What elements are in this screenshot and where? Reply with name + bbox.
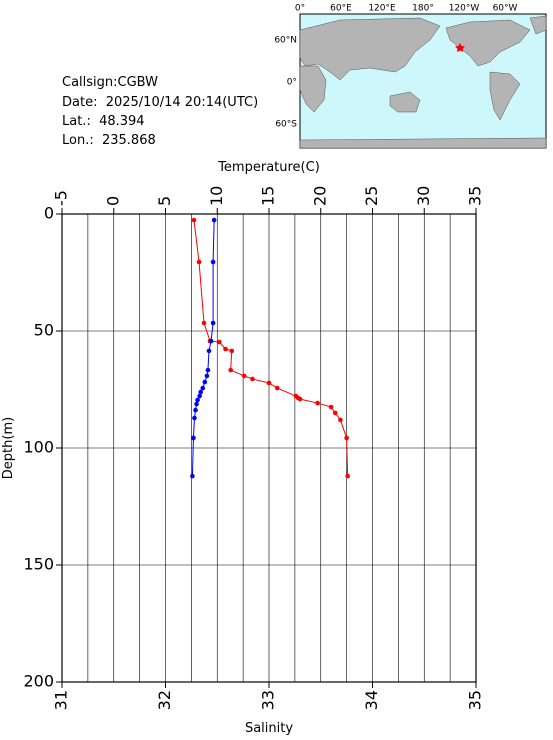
latitude: Lat.: 48.394 xyxy=(62,114,145,129)
y-tick-label: 50 xyxy=(34,321,54,340)
profile-point xyxy=(344,435,349,441)
profile-point xyxy=(315,400,320,406)
profile-point xyxy=(190,473,195,479)
x2-tick-label: 34 xyxy=(362,690,381,710)
profile-point xyxy=(206,348,212,354)
callsign: Callsign:CGBW xyxy=(62,75,158,90)
x-tick-label: 25 xyxy=(362,186,381,206)
x-tick-label: 10 xyxy=(207,186,226,206)
x-tick-label: 30 xyxy=(414,186,433,206)
profile-point xyxy=(201,320,207,326)
x-tick-label: 20 xyxy=(310,186,329,206)
profile-point xyxy=(208,338,214,344)
x2-axis-title: Salinity xyxy=(245,721,293,736)
y-tick-label: 100 xyxy=(23,438,54,457)
map-lat-label: 60°S xyxy=(275,120,297,130)
profile-point xyxy=(205,367,211,373)
y-axis-title: Depth(m) xyxy=(1,417,16,479)
profile-point xyxy=(328,404,334,410)
x2-tick-label: 32 xyxy=(155,690,174,710)
profile-point xyxy=(194,401,199,407)
profile-point xyxy=(192,415,197,421)
x2-tick-label: 31 xyxy=(52,690,71,710)
x-axis-title: Temperature(C) xyxy=(217,160,320,175)
date: Date: 2025/10/14 20:14(UTC) xyxy=(62,95,258,110)
map-lon-label: 180° xyxy=(412,4,434,14)
profile-point xyxy=(211,217,217,223)
x-tick-label: -5 xyxy=(52,190,71,206)
plot-frame xyxy=(61,213,477,683)
map-lon-label: 60°E xyxy=(330,4,352,14)
profile-point xyxy=(297,396,303,402)
profile-point xyxy=(193,407,198,413)
station-marker xyxy=(455,43,465,52)
y-tick-label: 150 xyxy=(23,555,54,574)
map-lon-label: 120°E xyxy=(368,4,396,14)
profile-point xyxy=(266,380,272,386)
y-tick-label: 0 xyxy=(44,204,54,223)
x2-tick-label: 35 xyxy=(466,690,485,710)
profile-point xyxy=(332,410,338,416)
map-land xyxy=(299,15,547,149)
longitude: Lon.: 235.868 xyxy=(62,133,156,148)
x2-tick-label: 33 xyxy=(259,690,278,710)
profile-point xyxy=(228,367,234,373)
profile-point xyxy=(223,346,228,352)
map-lon-label: 60°W xyxy=(493,4,518,14)
profile-point xyxy=(250,376,255,382)
y-tick-label: 200 xyxy=(23,672,54,691)
x-tick-label: 35 xyxy=(466,186,485,206)
profile-point xyxy=(204,373,210,379)
profile-point xyxy=(210,259,216,265)
profile-point xyxy=(198,389,203,395)
profile-point xyxy=(191,435,196,441)
profile-point xyxy=(195,397,200,403)
map: 0° 60°E 120°E 180° 120°W 60°W 60°N 0° 60°S xyxy=(274,4,547,149)
map-lat-label: 0° xyxy=(287,78,297,88)
profile-point xyxy=(202,379,208,385)
profile-point xyxy=(191,217,197,223)
profile-point xyxy=(338,417,343,423)
profile-point xyxy=(196,259,202,265)
x-tick-label: 5 xyxy=(155,196,174,206)
profile-point xyxy=(345,473,350,479)
profile-point xyxy=(274,385,280,391)
profile-point xyxy=(241,373,247,379)
profile-point xyxy=(217,339,222,345)
map-lon-label: 120°W xyxy=(449,4,480,14)
x-tick-label: 0 xyxy=(103,196,122,206)
map-lon-label: 0° xyxy=(295,4,305,14)
profile-point xyxy=(210,320,216,326)
x-tick-label: 15 xyxy=(259,186,278,206)
map-lat-label: 60°N xyxy=(274,36,297,46)
profile-point xyxy=(200,385,206,391)
profile-point xyxy=(197,393,202,399)
profile-point xyxy=(229,348,235,354)
